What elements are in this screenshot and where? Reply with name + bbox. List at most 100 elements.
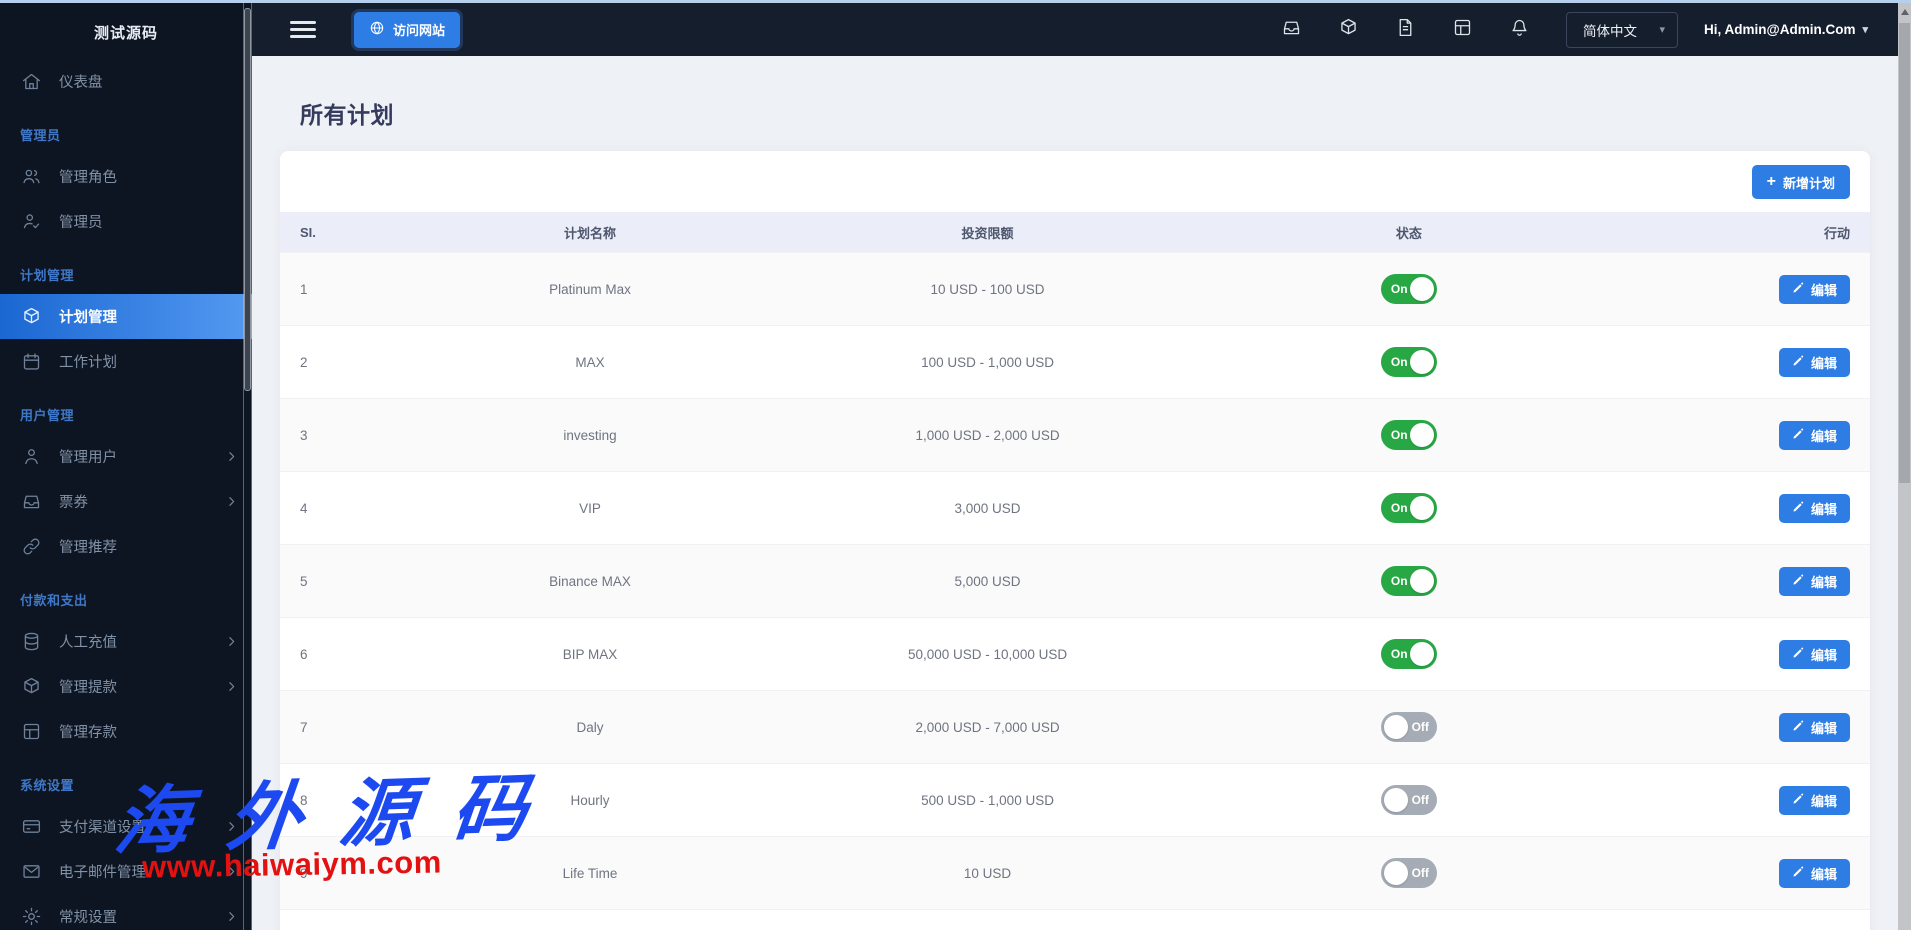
toggle-state-label: Off (1411, 793, 1429, 807)
sidebar-item[interactable]: 常规设置 (0, 894, 252, 930)
status-toggle[interactable]: Off (1380, 712, 1437, 742)
sidebar-item[interactable]: 计划管理 (0, 294, 252, 339)
toggle-state-label: On (1390, 428, 1408, 442)
plans-card: + 新增计划 SI. 计划名称 投资限额 状态 行动 1 Platinum Max 10 U… (280, 151, 1870, 930)
table-header-row: SI. 计划名称 投资限额 状态 行动 (280, 212, 1870, 252)
top-navbar: 访问网站 简体中文 ▾ Hi, Admin@Admin.Com ▾ (252, 3, 1898, 56)
table-body: 1 Platinum Max 10 USD - 100 USD On 编辑 2 MAX 100… (280, 252, 1870, 930)
sidebar-scrollbar-thumb[interactable] (244, 8, 251, 391)
edit-button[interactable]: 编辑 (1778, 274, 1850, 304)
cell-plan-name: VIP (579, 500, 601, 516)
person-check-icon (20, 211, 42, 233)
toggle-state-label: Off (1411, 866, 1429, 880)
cube-icon[interactable] (1338, 17, 1359, 38)
cell-action: 编辑 (1631, 858, 1870, 888)
edit-button[interactable]: 编辑 (1778, 566, 1850, 596)
page-scrollbar-thumb[interactable] (1899, 23, 1910, 483)
cell-si: 6 (300, 646, 308, 662)
sidebar-item[interactable]: 仪表盘 (0, 59, 252, 104)
sidebar-scrollbar[interactable] (243, 3, 252, 930)
sidebar-item[interactable]: 管理提款 (0, 664, 252, 709)
table-row: 6 BIP MAX 50,000 USD - 10,000 USD On 编辑 (280, 617, 1870, 690)
cell-status: Off (1186, 785, 1631, 815)
edit-button[interactable]: 编辑 (1778, 420, 1850, 450)
toggle-knob (1409, 277, 1434, 301)
sidebar-item[interactable]: 支付渠道设置 (0, 804, 252, 849)
chevron-down-icon: ▾ (1659, 24, 1666, 36)
status-toggle[interactable]: Off (1380, 785, 1437, 815)
visit-website-button[interactable]: 访问网站 (354, 11, 461, 48)
add-plan-button[interactable]: + 新增计划 (1751, 165, 1850, 199)
file-text-icon[interactable] (1395, 17, 1416, 38)
cell-status: On (1186, 639, 1631, 669)
sidebar-item-label: 管理员 (59, 215, 103, 231)
edit-button-label: 编辑 (1810, 428, 1837, 444)
sidebar-item[interactable]: 电子邮件管理 (0, 849, 252, 894)
edit-button[interactable]: 编辑 (1778, 712, 1850, 742)
status-toggle[interactable]: On (1380, 493, 1437, 523)
cell-si: 4 (300, 500, 308, 516)
cube-icon (20, 676, 42, 698)
user-menu[interactable]: Hi, Admin@Admin.Com ▾ (1704, 22, 1868, 37)
toggle-knob (1409, 569, 1434, 593)
edit-button[interactable]: 编辑 (1778, 785, 1850, 815)
cell-action: 编辑 (1631, 347, 1870, 377)
status-toggle[interactable]: Off (1380, 858, 1437, 888)
cell-action: 编辑 (1631, 420, 1870, 450)
table-row: 5 Binance MAX 5,000 USD On 编辑 (280, 544, 1870, 617)
toggle-knob (1383, 715, 1408, 739)
sidebar-item-label: 管理用户 (59, 450, 117, 466)
edit-button-label: 编辑 (1810, 501, 1837, 517)
edit-button[interactable]: 编辑 (1778, 639, 1850, 669)
cell-invest-limit: 1,000 USD - 2,000 USD (915, 427, 1060, 443)
plus-icon: + (1766, 173, 1776, 190)
edit-button[interactable]: 编辑 (1778, 347, 1850, 377)
cell-plan-name: BIP MAX (562, 646, 618, 662)
sidebar-item[interactable]: 管理推荐 (0, 524, 252, 569)
home-icon (20, 71, 42, 93)
sidebar-item[interactable]: 管理用户 (0, 434, 252, 479)
sidebar-section-header: 管理员 (20, 128, 61, 143)
table-row: 2 MAX 100 USD - 1,000 USD On 编辑 (280, 325, 1870, 398)
language-selector[interactable]: 简体中文 ▾ (1566, 11, 1679, 48)
pencil-icon (1792, 355, 1804, 370)
sidebar-item[interactable]: 管理存款 (0, 709, 252, 754)
sidebar-section-header: 计划管理 (20, 268, 75, 283)
cell-invest-limit: 3,000 USD (954, 500, 1021, 516)
sidebar-item[interactable]: 管理角色 (0, 154, 252, 199)
pencil-icon (1792, 720, 1804, 735)
status-toggle[interactable]: On (1380, 420, 1437, 450)
status-toggle[interactable]: On (1380, 566, 1437, 596)
edit-button[interactable]: 编辑 (1778, 858, 1850, 888)
sidebar-item[interactable]: 管理员 (0, 199, 252, 244)
cell-si: 5 (300, 573, 308, 589)
cell-invest-limit: 2,000 USD - 7,000 USD (915, 719, 1060, 735)
status-toggle[interactable]: On (1380, 347, 1437, 377)
language-selected-value: 简体中文 (1583, 23, 1638, 39)
layout-icon[interactable] (1452, 17, 1473, 38)
edit-button-label: 编辑 (1810, 866, 1837, 882)
cell-action: 编辑 (1631, 639, 1870, 669)
toggle-state-label: On (1390, 501, 1408, 515)
cell-invest-limit: 5,000 USD (954, 573, 1021, 589)
sidebar-item[interactable]: 票券 (0, 479, 252, 524)
status-toggle[interactable]: On (1380, 274, 1437, 304)
cell-status: Off (1186, 858, 1631, 888)
people-icon (20, 166, 42, 188)
edit-button[interactable]: 编辑 (1778, 493, 1850, 523)
toggle-state-label: On (1390, 647, 1408, 661)
scroll-up-arrow-icon[interactable] (1901, 9, 1909, 15)
page-scrollbar[interactable] (1898, 3, 1911, 930)
cell-si: 7 (300, 719, 308, 735)
sidebar-item[interactable]: 工作计划 (0, 339, 252, 384)
sidebar-item-label: 常规设置 (59, 910, 117, 926)
status-toggle[interactable]: On (1380, 639, 1437, 669)
menu-toggle-icon[interactable] (290, 21, 316, 38)
chevron-right-icon (225, 450, 238, 463)
cell-action: 编辑 (1631, 566, 1870, 596)
sidebar-item[interactable]: 人工充值 (0, 619, 252, 664)
bell-icon[interactable] (1509, 17, 1530, 38)
inbox-icon[interactable] (1281, 17, 1302, 38)
cell-si: 8 (300, 792, 308, 808)
card-header: + 新增计划 (280, 151, 1870, 212)
